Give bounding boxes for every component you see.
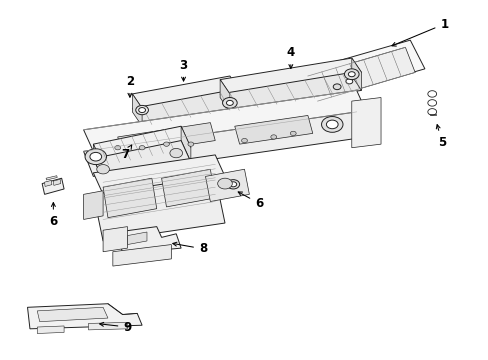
Circle shape (290, 131, 296, 135)
Polygon shape (132, 94, 142, 126)
Circle shape (136, 105, 148, 115)
Polygon shape (88, 322, 127, 330)
Circle shape (97, 165, 109, 174)
Text: 7: 7 (121, 145, 131, 161)
Text: 6: 6 (238, 192, 263, 210)
Text: 3: 3 (179, 59, 187, 81)
Polygon shape (132, 90, 239, 126)
Polygon shape (220, 72, 361, 112)
Polygon shape (351, 98, 380, 148)
Circle shape (169, 148, 182, 158)
Circle shape (139, 108, 145, 113)
Circle shape (332, 84, 340, 90)
Text: 6: 6 (49, 203, 58, 228)
Polygon shape (93, 126, 190, 166)
Circle shape (90, 152, 102, 161)
Polygon shape (307, 47, 414, 101)
Circle shape (326, 120, 337, 129)
Polygon shape (220, 58, 361, 94)
Polygon shape (127, 232, 147, 244)
Polygon shape (118, 226, 181, 253)
Polygon shape (234, 116, 312, 144)
Circle shape (222, 98, 237, 108)
Circle shape (226, 100, 233, 105)
Polygon shape (93, 144, 103, 180)
Text: 2: 2 (125, 75, 134, 97)
Polygon shape (351, 58, 361, 90)
Polygon shape (46, 176, 57, 180)
Polygon shape (220, 80, 229, 112)
Polygon shape (103, 226, 127, 252)
Polygon shape (83, 112, 366, 176)
Polygon shape (93, 140, 190, 180)
Polygon shape (327, 76, 356, 98)
Circle shape (241, 138, 247, 143)
Text: 8: 8 (172, 242, 207, 255)
Circle shape (344, 69, 358, 80)
Polygon shape (118, 123, 215, 155)
Circle shape (115, 145, 121, 150)
Circle shape (163, 142, 169, 146)
Polygon shape (93, 155, 224, 194)
Circle shape (321, 117, 342, 132)
Text: 9: 9 (100, 320, 131, 333)
Polygon shape (132, 76, 239, 108)
Polygon shape (181, 126, 190, 162)
Polygon shape (53, 179, 61, 185)
Polygon shape (298, 40, 424, 101)
Polygon shape (44, 180, 52, 186)
Polygon shape (205, 169, 249, 202)
Polygon shape (83, 191, 103, 220)
Polygon shape (103, 178, 157, 218)
Polygon shape (222, 176, 244, 193)
Polygon shape (93, 176, 224, 241)
Circle shape (347, 72, 354, 77)
Polygon shape (37, 307, 108, 321)
Polygon shape (27, 304, 142, 329)
Text: 1: 1 (391, 18, 447, 46)
Circle shape (229, 182, 236, 187)
Polygon shape (37, 326, 64, 333)
Text: 4: 4 (286, 46, 294, 68)
Circle shape (226, 180, 239, 189)
Circle shape (270, 135, 276, 139)
Polygon shape (42, 178, 64, 194)
Circle shape (345, 79, 352, 84)
Circle shape (139, 145, 145, 150)
Polygon shape (161, 169, 215, 207)
Polygon shape (429, 114, 435, 116)
Circle shape (187, 142, 193, 146)
Circle shape (85, 149, 106, 165)
Polygon shape (83, 90, 366, 151)
Text: 5: 5 (435, 125, 445, 149)
Circle shape (217, 178, 232, 189)
Polygon shape (113, 244, 171, 266)
